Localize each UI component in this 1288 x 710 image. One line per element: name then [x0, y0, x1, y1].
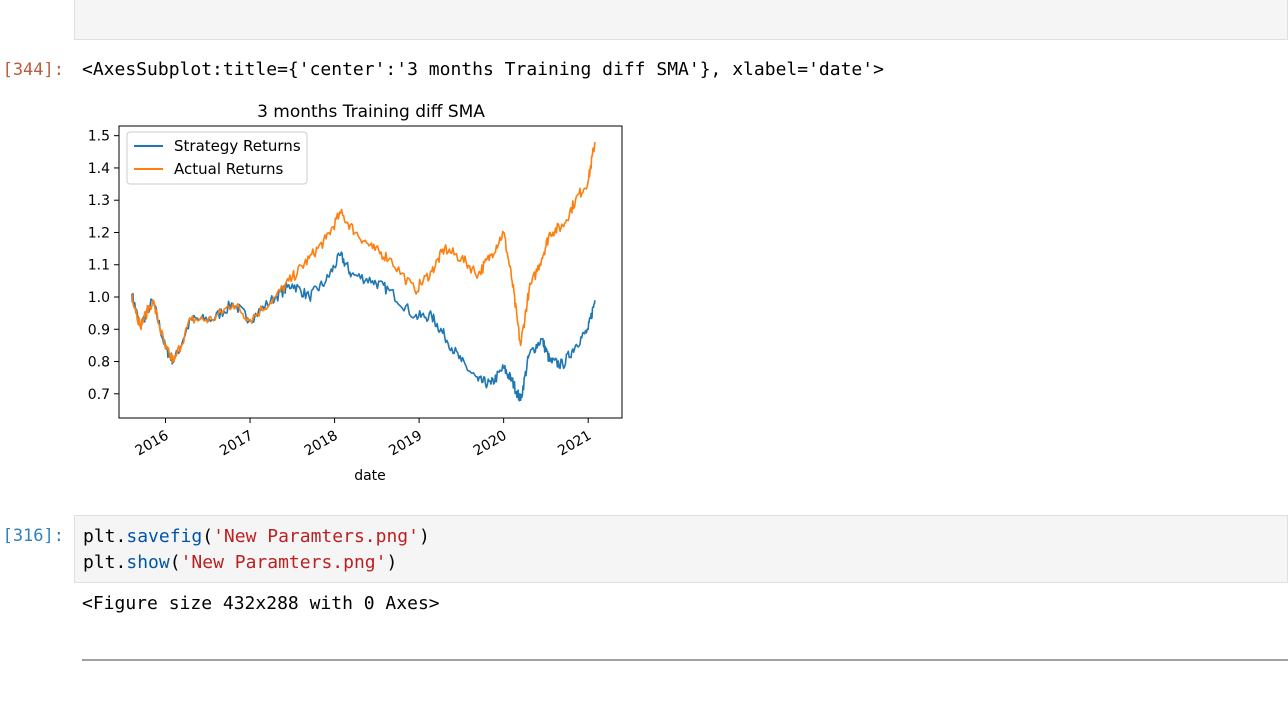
input-prompt: [316]: — [2, 526, 64, 546]
cell-divider — [82, 659, 1288, 661]
figure-output: <Figure size 432x288 with 0 Axes> — [82, 593, 440, 614]
code-paren: ) — [418, 526, 430, 547]
x-tick-label: 2017 — [217, 428, 256, 460]
y-tick-label: 1.5 — [88, 129, 110, 145]
output-prompt: [344]: — [2, 60, 64, 80]
previous-code-cell[interactable] — [74, 0, 1288, 40]
y-tick-label: 1.1 — [88, 258, 110, 274]
y-tick-label: 0.9 — [88, 322, 110, 338]
y-axis: 0.7 0.8 0.9 1.0 1.1 1.2 1.3 1.4 1.5 — [88, 129, 119, 403]
code-paren: ( — [202, 526, 214, 547]
chart-title: 3 months Training diff SMA — [257, 102, 485, 122]
y-tick-label: 1.2 — [88, 225, 110, 241]
y-tick-label: 0.8 — [88, 355, 110, 371]
code-paren: ) — [386, 552, 398, 573]
code-string: 'New Paramters.png' — [213, 526, 419, 547]
series-line-actual-returns — [130, 142, 596, 364]
code-line-show: plt.show('New Paramters.png') — [83, 550, 430, 576]
x-tick-label: 2021 — [555, 428, 594, 460]
series-line-strategy-returns — [130, 251, 596, 402]
code-editor[interactable]: plt.savefig('New Paramters.png') plt.show… — [83, 524, 430, 576]
legend: Strategy Returns Actual Returns — [126, 131, 308, 185]
code-function: show — [126, 552, 170, 573]
code-paren: ( — [169, 552, 181, 573]
code-obj: plt — [83, 552, 116, 573]
code-input-cell[interactable]: plt.savefig('New Paramters.png') plt.show… — [74, 515, 1288, 583]
legend-box — [126, 131, 308, 185]
y-tick-label: 1.0 — [88, 290, 110, 306]
x-tick-label: 2019 — [386, 428, 425, 460]
axes-repr-output: <AxesSubplot:title={'center':'3 months T… — [82, 59, 884, 80]
axes-frame — [118, 125, 623, 419]
legend-label-actual: Actual Returns — [174, 160, 284, 178]
line-chart: 3 months Training diff SMA 0.7 0.8 0.9 1.0 1… — [88, 102, 623, 484]
legend-label-strategy: Strategy Returns — [174, 137, 301, 155]
code-dot: . — [115, 526, 127, 547]
x-tick-label: 2016 — [133, 428, 172, 460]
x-axis-label: date — [354, 468, 386, 484]
code-function: savefig — [126, 526, 203, 547]
code-line-savefig: plt.savefig('New Paramters.png') — [83, 524, 430, 550]
code-dot: . — [115, 552, 127, 573]
y-tick-label: 1.4 — [88, 161, 110, 177]
x-axis: 2016 2017 2018 2019 2020 2021 — [133, 418, 594, 460]
code-obj: plt — [83, 526, 116, 547]
y-tick-label: 1.3 — [88, 193, 110, 209]
x-tick-label: 2018 — [302, 428, 341, 460]
y-tick-label: 0.7 — [88, 387, 110, 403]
x-tick-label: 2020 — [471, 428, 510, 460]
plot-area — [130, 142, 596, 402]
code-string: 'New Paramters.png' — [180, 552, 387, 573]
